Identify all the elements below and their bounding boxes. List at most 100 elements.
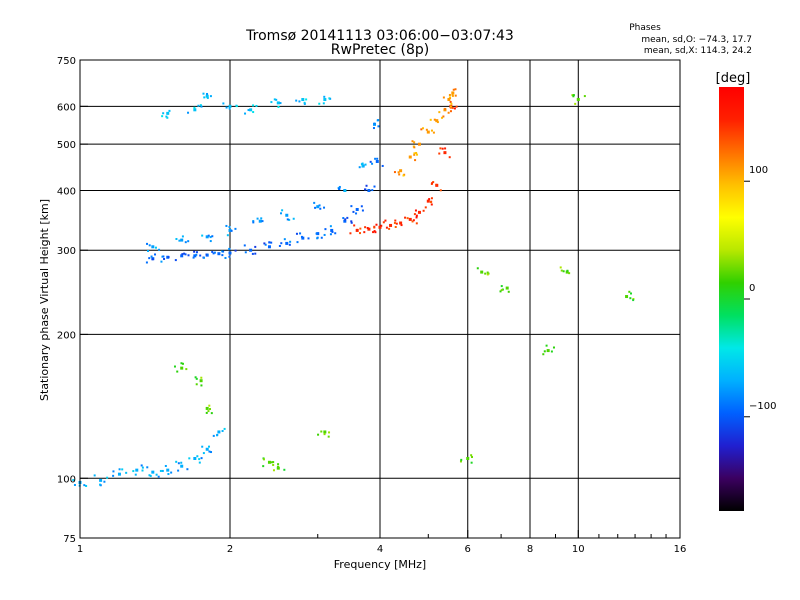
data-point-scatter: [149, 474, 152, 477]
data-point-scatter: [431, 182, 434, 185]
data-point-scatter: [404, 216, 407, 219]
data-point-scatter: [286, 218, 289, 221]
data-point-scatter: [395, 222, 398, 225]
data-point: [258, 219, 262, 223]
data-point-scatter: [281, 209, 284, 212]
data-point: [117, 472, 121, 476]
data-point: [447, 98, 451, 102]
data-point-scatter: [213, 251, 216, 254]
data-point-scatter: [155, 473, 158, 476]
data-point-scatter: [371, 162, 374, 165]
data-point-scatter: [161, 469, 164, 472]
data-point-scatter: [400, 224, 403, 227]
data-point-scatter: [211, 235, 214, 238]
data-point-scatter: [192, 256, 195, 259]
data-point-scatter: [300, 235, 303, 238]
data-point-scatter: [338, 185, 341, 188]
data-point-scatter: [449, 106, 452, 109]
data-point-scatter: [125, 471, 128, 474]
data-point-scatter: [272, 469, 275, 472]
data-point-scatter: [252, 111, 255, 114]
data-point-scatter: [416, 153, 419, 156]
data-point-scatter: [507, 290, 510, 293]
data-point-scatter: [364, 163, 367, 166]
data-point-scatter: [438, 152, 441, 155]
data-point-scatter: [205, 411, 208, 414]
y-tick-label: 100: [57, 474, 76, 485]
data-point-scatter: [146, 466, 149, 469]
data-point-scatter: [268, 241, 271, 244]
legend-o-stats: mean, sd,O: −74.3, 17.7: [641, 35, 752, 45]
data-point: [180, 366, 184, 370]
data-point-scatter: [145, 261, 148, 264]
data-point-scatter: [187, 240, 190, 243]
data-point-scatter: [444, 147, 447, 150]
x-tick-label: 1: [77, 544, 83, 555]
data-point-scatter: [559, 266, 562, 269]
data-point-scatter: [373, 230, 376, 233]
data-point: [205, 406, 209, 410]
data-point-scatter: [225, 106, 228, 109]
data-point-scatter: [450, 102, 453, 105]
data-point-scatter: [393, 221, 396, 224]
data-point-scatter: [420, 128, 423, 131]
y-axis: 75 100 200 300 400 500 600 750: [57, 56, 88, 545]
data-point-scatter: [436, 121, 439, 124]
data-point-scatter: [260, 217, 263, 220]
legend-x-stats: mean, sd,X: 114.3, 24.2: [644, 46, 752, 56]
data-point-scatter: [154, 253, 157, 256]
data-point-scatter: [360, 205, 363, 208]
data-point-scatter: [279, 102, 282, 105]
data-point-scatter: [342, 217, 345, 220]
data-point-scatter: [374, 231, 377, 234]
data-point-scatter: [413, 141, 416, 144]
data-point-scatter: [173, 365, 176, 368]
data-point-scatter: [200, 376, 203, 379]
data-point-scatter: [316, 237, 319, 240]
data-point-scatter: [161, 115, 164, 118]
data-point-scatter: [148, 257, 151, 260]
data-point-scatter: [207, 234, 210, 237]
data-point-scatter: [202, 256, 205, 259]
data-point-scatter: [244, 251, 247, 254]
data-point-scatter: [432, 181, 435, 184]
data-point-scatter: [166, 116, 169, 119]
data-point-scatter: [168, 109, 171, 112]
data-point-scatter: [83, 484, 86, 487]
data-point-scatter: [262, 458, 265, 461]
data-point-scatter: [216, 434, 219, 437]
data-point-scatter: [210, 451, 213, 454]
data-point-scatter: [317, 433, 320, 436]
data-point-scatter: [303, 102, 306, 105]
data-point-scatter: [181, 253, 184, 256]
data-point-scatter: [629, 297, 632, 300]
colorbar-tick-label: 100: [749, 165, 768, 176]
data-point-scatter: [199, 104, 202, 107]
data-point-scatter: [196, 455, 199, 458]
data-point-scatter: [118, 468, 121, 471]
data-point-scatter: [73, 483, 76, 486]
data-point-scatter: [429, 201, 432, 204]
data-point-scatter: [295, 232, 298, 235]
data-point-scatter: [314, 206, 317, 209]
data-point-scatter: [185, 368, 188, 371]
data-point-scatter: [177, 469, 180, 472]
data-point-scatter: [439, 147, 442, 150]
data-point-scatter: [350, 205, 353, 208]
data-point-scatter: [298, 100, 301, 103]
data-point: [426, 199, 430, 203]
data-point: [180, 238, 184, 242]
data-point-scatter: [425, 128, 428, 131]
data-point-scatter: [327, 435, 330, 438]
data-point-scatter: [628, 290, 631, 293]
data-point-scatter: [280, 242, 283, 245]
data-point-scatter: [373, 226, 376, 229]
data-point-scatter: [323, 233, 326, 236]
data-point-scatter: [288, 243, 291, 246]
data-point: [378, 225, 382, 229]
data-point-scatter: [422, 209, 425, 212]
data-point-scatter: [459, 460, 462, 463]
data-point-scatter: [452, 88, 455, 91]
data-point-scatter: [328, 431, 331, 434]
data-point: [151, 245, 155, 249]
